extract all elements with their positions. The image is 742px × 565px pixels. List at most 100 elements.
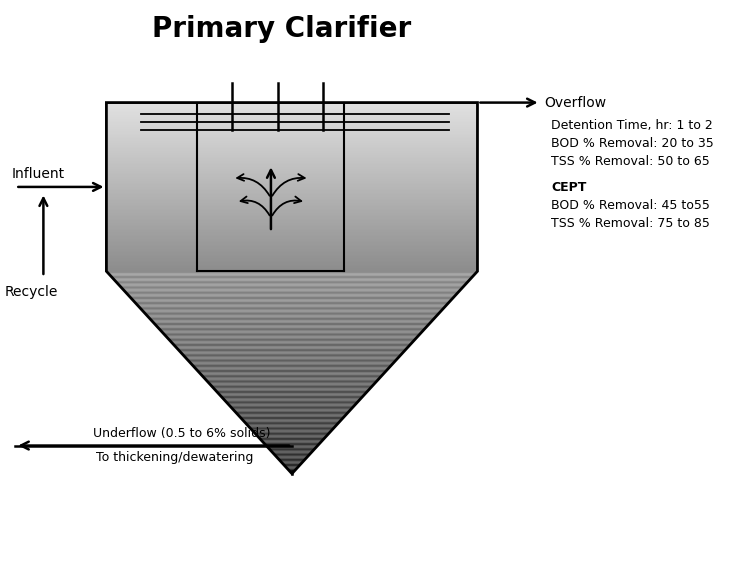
Polygon shape — [147, 315, 437, 316]
Polygon shape — [177, 347, 407, 349]
Polygon shape — [106, 131, 477, 132]
Polygon shape — [198, 371, 386, 372]
Polygon shape — [106, 262, 477, 263]
Polygon shape — [106, 112, 477, 114]
Polygon shape — [131, 298, 453, 299]
Polygon shape — [183, 355, 401, 356]
Polygon shape — [280, 461, 303, 463]
Polygon shape — [251, 429, 332, 431]
Polygon shape — [268, 447, 316, 449]
Polygon shape — [106, 236, 477, 237]
Polygon shape — [282, 463, 302, 464]
Polygon shape — [106, 115, 477, 116]
Polygon shape — [106, 132, 477, 133]
Polygon shape — [246, 423, 338, 424]
Polygon shape — [106, 160, 477, 162]
Polygon shape — [121, 287, 463, 288]
Polygon shape — [274, 454, 310, 455]
Polygon shape — [106, 258, 477, 260]
Polygon shape — [220, 394, 364, 395]
Polygon shape — [106, 129, 477, 130]
Polygon shape — [257, 435, 327, 437]
Polygon shape — [106, 199, 477, 201]
Polygon shape — [280, 460, 304, 461]
Polygon shape — [138, 306, 446, 307]
Polygon shape — [188, 361, 395, 362]
Polygon shape — [184, 356, 400, 358]
Polygon shape — [106, 109, 477, 110]
Polygon shape — [169, 340, 414, 341]
Polygon shape — [134, 302, 450, 303]
Polygon shape — [248, 425, 336, 427]
Polygon shape — [106, 249, 477, 250]
Polygon shape — [205, 379, 379, 380]
Polygon shape — [106, 144, 477, 145]
Polygon shape — [106, 271, 477, 272]
Polygon shape — [106, 268, 477, 270]
Polygon shape — [162, 332, 422, 333]
Polygon shape — [224, 399, 360, 401]
Polygon shape — [200, 373, 384, 375]
Polygon shape — [106, 223, 477, 224]
Polygon shape — [106, 121, 477, 123]
Polygon shape — [106, 185, 477, 186]
Polygon shape — [106, 134, 477, 136]
Polygon shape — [106, 140, 477, 141]
Polygon shape — [106, 264, 477, 266]
Polygon shape — [106, 172, 477, 173]
Polygon shape — [106, 231, 477, 232]
Polygon shape — [106, 244, 477, 245]
Polygon shape — [227, 403, 357, 405]
Polygon shape — [291, 472, 293, 473]
Polygon shape — [269, 449, 315, 450]
Polygon shape — [106, 141, 477, 142]
Polygon shape — [229, 405, 355, 406]
Polygon shape — [284, 465, 300, 466]
Polygon shape — [225, 401, 359, 402]
Polygon shape — [106, 234, 477, 235]
Polygon shape — [116, 282, 467, 283]
Polygon shape — [140, 308, 444, 309]
Polygon shape — [107, 272, 477, 273]
Polygon shape — [106, 150, 477, 151]
Polygon shape — [152, 321, 431, 323]
Polygon shape — [186, 359, 398, 360]
Polygon shape — [142, 310, 441, 312]
Polygon shape — [171, 342, 412, 344]
Polygon shape — [180, 351, 404, 353]
Polygon shape — [263, 443, 321, 444]
Polygon shape — [106, 179, 477, 180]
Polygon shape — [106, 188, 477, 189]
Polygon shape — [237, 414, 347, 415]
Polygon shape — [106, 195, 477, 197]
Polygon shape — [106, 180, 477, 182]
Polygon shape — [106, 225, 477, 226]
Polygon shape — [106, 228, 477, 229]
Polygon shape — [106, 164, 477, 166]
Polygon shape — [270, 450, 313, 451]
Polygon shape — [194, 367, 390, 368]
Polygon shape — [106, 125, 477, 126]
Polygon shape — [160, 329, 424, 330]
Polygon shape — [106, 215, 477, 216]
Polygon shape — [151, 320, 433, 321]
Polygon shape — [218, 393, 366, 394]
Polygon shape — [289, 471, 294, 472]
Polygon shape — [106, 104, 477, 105]
Polygon shape — [191, 363, 393, 365]
Polygon shape — [106, 221, 477, 223]
Polygon shape — [210, 385, 373, 386]
Polygon shape — [106, 192, 477, 193]
Polygon shape — [272, 453, 311, 454]
Text: Primary Clarifier: Primary Clarifier — [152, 15, 411, 44]
Polygon shape — [106, 184, 477, 185]
Polygon shape — [173, 344, 411, 345]
Polygon shape — [106, 263, 477, 264]
Polygon shape — [106, 208, 477, 209]
Text: BOD % Removal: 20 to 35: BOD % Removal: 20 to 35 — [551, 137, 714, 150]
Text: To thickening/dewatering: To thickening/dewatering — [96, 451, 253, 464]
Polygon shape — [106, 163, 477, 164]
Polygon shape — [179, 350, 405, 351]
Polygon shape — [106, 241, 477, 242]
Polygon shape — [106, 110, 477, 111]
